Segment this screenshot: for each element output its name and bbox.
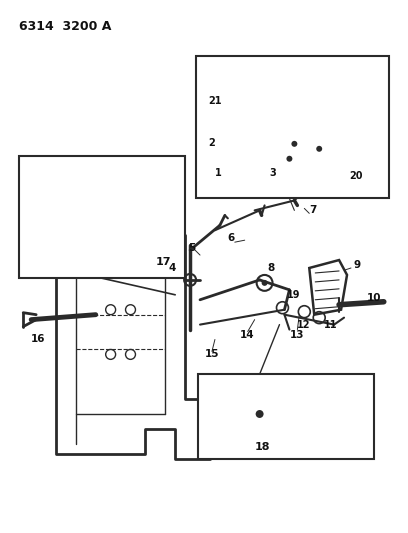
Text: 14: 14 bbox=[240, 329, 254, 340]
Bar bbox=[19, 156, 185, 278]
Text: 20: 20 bbox=[349, 171, 362, 181]
Text: 18: 18 bbox=[255, 442, 270, 452]
Circle shape bbox=[286, 156, 293, 161]
Text: 4: 4 bbox=[168, 263, 175, 273]
Text: 1: 1 bbox=[215, 168, 222, 177]
Text: 16: 16 bbox=[31, 335, 46, 344]
Text: 10: 10 bbox=[367, 293, 381, 303]
Text: 17: 17 bbox=[155, 257, 171, 267]
Text: 6314  3200 A: 6314 3200 A bbox=[19, 20, 112, 33]
Text: 3: 3 bbox=[270, 168, 276, 177]
Circle shape bbox=[316, 146, 322, 152]
Circle shape bbox=[262, 280, 268, 286]
Text: 19: 19 bbox=[287, 290, 301, 300]
Text: 7: 7 bbox=[309, 205, 317, 215]
Text: 12: 12 bbox=[297, 320, 311, 329]
Bar bbox=[196, 56, 389, 198]
Text: 13: 13 bbox=[289, 329, 304, 340]
Text: 21: 21 bbox=[208, 96, 222, 106]
Circle shape bbox=[291, 141, 297, 147]
Text: 5: 5 bbox=[188, 243, 195, 253]
Bar bbox=[198, 374, 374, 459]
Circle shape bbox=[256, 410, 264, 418]
Text: 15: 15 bbox=[205, 350, 220, 359]
Text: 9: 9 bbox=[354, 260, 361, 270]
Text: 2: 2 bbox=[208, 138, 215, 148]
Text: 8: 8 bbox=[268, 263, 275, 273]
Text: 11: 11 bbox=[324, 320, 338, 329]
Text: 6: 6 bbox=[228, 233, 235, 243]
